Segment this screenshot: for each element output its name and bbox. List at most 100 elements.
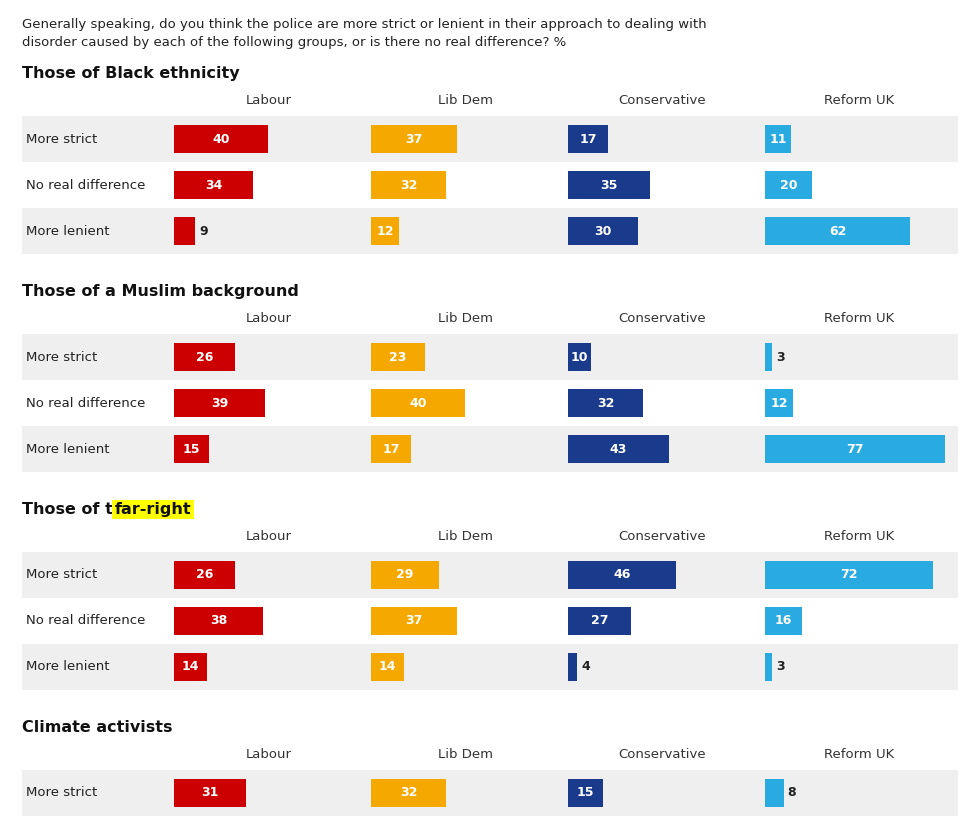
Text: Those of a Muslim background: Those of a Muslim background [22, 284, 299, 299]
Text: disorder caused by each of the following groups, or is there no real difference?: disorder caused by each of the following… [22, 36, 566, 49]
Text: 32: 32 [597, 396, 614, 410]
Text: Lib Dem: Lib Dem [438, 530, 493, 543]
Bar [568, 389, 643, 417]
Text: 34: 34 [205, 179, 222, 191]
Text: More strict: More strict [26, 133, 97, 146]
Text: 31: 31 [202, 786, 219, 799]
Text: Conservative: Conservative [618, 748, 707, 761]
Bar [371, 653, 404, 681]
Bar [22, 770, 958, 816]
Text: 35: 35 [600, 179, 617, 191]
Bar [174, 653, 207, 681]
Bar [568, 435, 668, 463]
Text: 37: 37 [406, 615, 423, 628]
Text: More strict: More strict [26, 350, 97, 363]
Text: Climate activists: Climate activists [22, 720, 172, 735]
Bar [174, 171, 254, 199]
Bar [174, 779, 246, 807]
Text: 38: 38 [210, 615, 227, 628]
Text: 10: 10 [571, 350, 588, 363]
Text: 9: 9 [199, 224, 208, 237]
Bar [22, 162, 958, 208]
Bar [765, 607, 803, 635]
Text: Reform UK: Reform UK [824, 748, 895, 761]
Bar [765, 389, 793, 417]
Text: More strict: More strict [26, 786, 97, 799]
Text: Labour: Labour [246, 312, 291, 325]
Bar [568, 171, 650, 199]
Text: More lenient: More lenient [26, 661, 110, 673]
Bar [174, 343, 235, 371]
Text: 20: 20 [780, 179, 797, 191]
Text: No real difference: No real difference [26, 179, 145, 191]
Bar [371, 607, 458, 635]
Text: 17: 17 [382, 442, 400, 456]
Bar [371, 389, 465, 417]
Bar [765, 343, 772, 371]
Text: 23: 23 [389, 350, 407, 363]
Text: 3: 3 [776, 661, 785, 673]
Bar [22, 208, 958, 254]
Text: Reform UK: Reform UK [824, 94, 895, 107]
Bar [765, 435, 945, 463]
Text: Conservative: Conservative [618, 530, 707, 543]
Bar [22, 380, 958, 426]
Text: No real difference: No real difference [26, 615, 145, 628]
Text: Those of Black ethnicity: Those of Black ethnicity [22, 66, 240, 81]
Text: 37: 37 [406, 133, 423, 146]
Text: Generally speaking, do you think the police are more strict or lenient in their : Generally speaking, do you think the pol… [22, 18, 707, 31]
Text: 29: 29 [396, 569, 414, 582]
Bar [568, 217, 638, 245]
Text: 14: 14 [181, 661, 199, 673]
Text: 32: 32 [400, 786, 417, 799]
Bar [22, 552, 958, 598]
Bar [371, 561, 439, 589]
Text: Those of the: Those of the [22, 502, 141, 517]
Text: 14: 14 [378, 661, 396, 673]
Text: More lenient: More lenient [26, 224, 110, 237]
Bar [22, 116, 958, 162]
Text: Lib Dem: Lib Dem [438, 748, 493, 761]
Text: 40: 40 [212, 133, 229, 146]
Bar [371, 217, 399, 245]
Bar [765, 653, 772, 681]
Text: Lib Dem: Lib Dem [438, 94, 493, 107]
Text: Reform UK: Reform UK [824, 312, 895, 325]
Text: Lib Dem: Lib Dem [438, 312, 493, 325]
Text: 27: 27 [591, 615, 609, 628]
Text: 72: 72 [841, 569, 858, 582]
Bar [568, 125, 608, 153]
Text: far-right: far-right [115, 502, 191, 517]
Text: 12: 12 [376, 224, 394, 237]
Bar [22, 334, 958, 380]
Text: 12: 12 [770, 396, 788, 410]
Text: 8: 8 [788, 786, 797, 799]
Bar [371, 435, 411, 463]
Text: Labour: Labour [246, 748, 291, 761]
Text: 77: 77 [847, 442, 863, 456]
Text: 46: 46 [613, 569, 630, 582]
Bar [371, 343, 424, 371]
Bar [174, 125, 268, 153]
Text: Conservative: Conservative [618, 94, 707, 107]
Bar [568, 343, 591, 371]
Bar [22, 816, 958, 824]
Bar [568, 561, 675, 589]
Text: Conservative: Conservative [618, 312, 707, 325]
Text: No real difference: No real difference [26, 396, 145, 410]
Bar [22, 598, 958, 644]
Bar [22, 426, 958, 472]
Text: 30: 30 [595, 224, 612, 237]
Text: 39: 39 [211, 396, 228, 410]
Bar [568, 607, 631, 635]
Bar [568, 653, 577, 681]
Text: 26: 26 [196, 569, 213, 582]
Bar [371, 125, 458, 153]
Bar [765, 125, 791, 153]
Bar [174, 607, 263, 635]
Bar [174, 561, 235, 589]
Text: Reform UK: Reform UK [824, 530, 895, 543]
Text: More strict: More strict [26, 569, 97, 582]
Bar [765, 779, 784, 807]
Bar [765, 171, 811, 199]
